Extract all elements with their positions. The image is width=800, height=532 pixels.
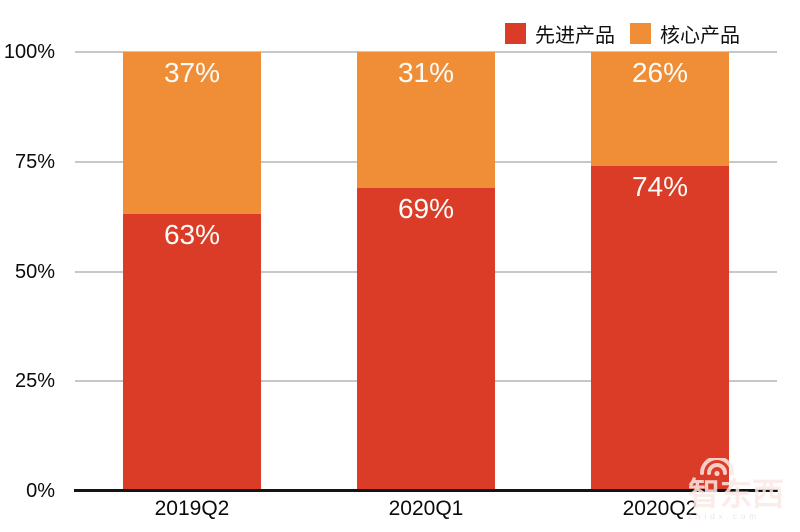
- y-axis-tick-label: 75%: [14, 150, 55, 173]
- y-axis-tick-label: 50%: [14, 260, 55, 283]
- x-axis-tick-label: 2020Q2: [622, 497, 698, 520]
- x-axis-tick-label: 2020Q1: [388, 497, 464, 520]
- y-axis-tick-label: 0%: [26, 480, 55, 502]
- bar-value-label: 69%: [397, 193, 455, 225]
- bar-segment-advanced-products: [591, 166, 729, 491]
- legend-label: 核心产品: [660, 25, 740, 47]
- x-axis-tick-label: 2019Q2: [154, 497, 230, 520]
- bar-value-label: 31%: [397, 57, 455, 88]
- bar-value-label: 37%: [163, 57, 221, 88]
- legend-item-advanced-products: 先进产品: [505, 19, 615, 48]
- legend-swatch-icon: [630, 23, 651, 44]
- legend-swatch-icon: [505, 23, 526, 44]
- bar-segment-core-products: [591, 52, 729, 167]
- bar-segment-advanced-products: [123, 214, 261, 491]
- bar-segment-core-products: [357, 52, 495, 189]
- bar-value-label: 63%: [163, 219, 221, 251]
- bar-segment-advanced-products: [357, 188, 495, 491]
- bar-value-label: 74%: [631, 171, 689, 203]
- y-axis-tick-label: 100%: [3, 41, 55, 63]
- legend: 先进产品 核心产品: [505, 19, 740, 48]
- legend-item-core-products: 核心产品: [630, 19, 740, 48]
- bar-value-label: 26%: [631, 57, 689, 88]
- legend-label: 先进产品: [535, 25, 615, 47]
- y-axis-tick-label: 25%: [14, 370, 55, 393]
- bar-segment-core-products: [123, 52, 261, 215]
- x-axis-line: [74, 489, 778, 492]
